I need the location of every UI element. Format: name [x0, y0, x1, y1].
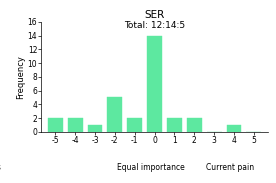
Text: SER: SER: [144, 10, 165, 20]
Text: Current pain: Current pain: [206, 163, 254, 171]
Text: Future arthritis: Future arthritis: [0, 163, 1, 171]
Text: Total: 12:14:5: Total: 12:14:5: [124, 21, 185, 30]
Bar: [167, 118, 182, 132]
Bar: [48, 118, 63, 132]
Text: Equal importance: Equal importance: [117, 163, 184, 171]
Bar: [147, 36, 162, 132]
Bar: [107, 97, 122, 132]
Y-axis label: Frequency: Frequency: [16, 55, 25, 99]
Bar: [127, 118, 142, 132]
Bar: [227, 125, 242, 132]
Bar: [68, 118, 83, 132]
Bar: [87, 125, 102, 132]
Bar: [187, 118, 202, 132]
